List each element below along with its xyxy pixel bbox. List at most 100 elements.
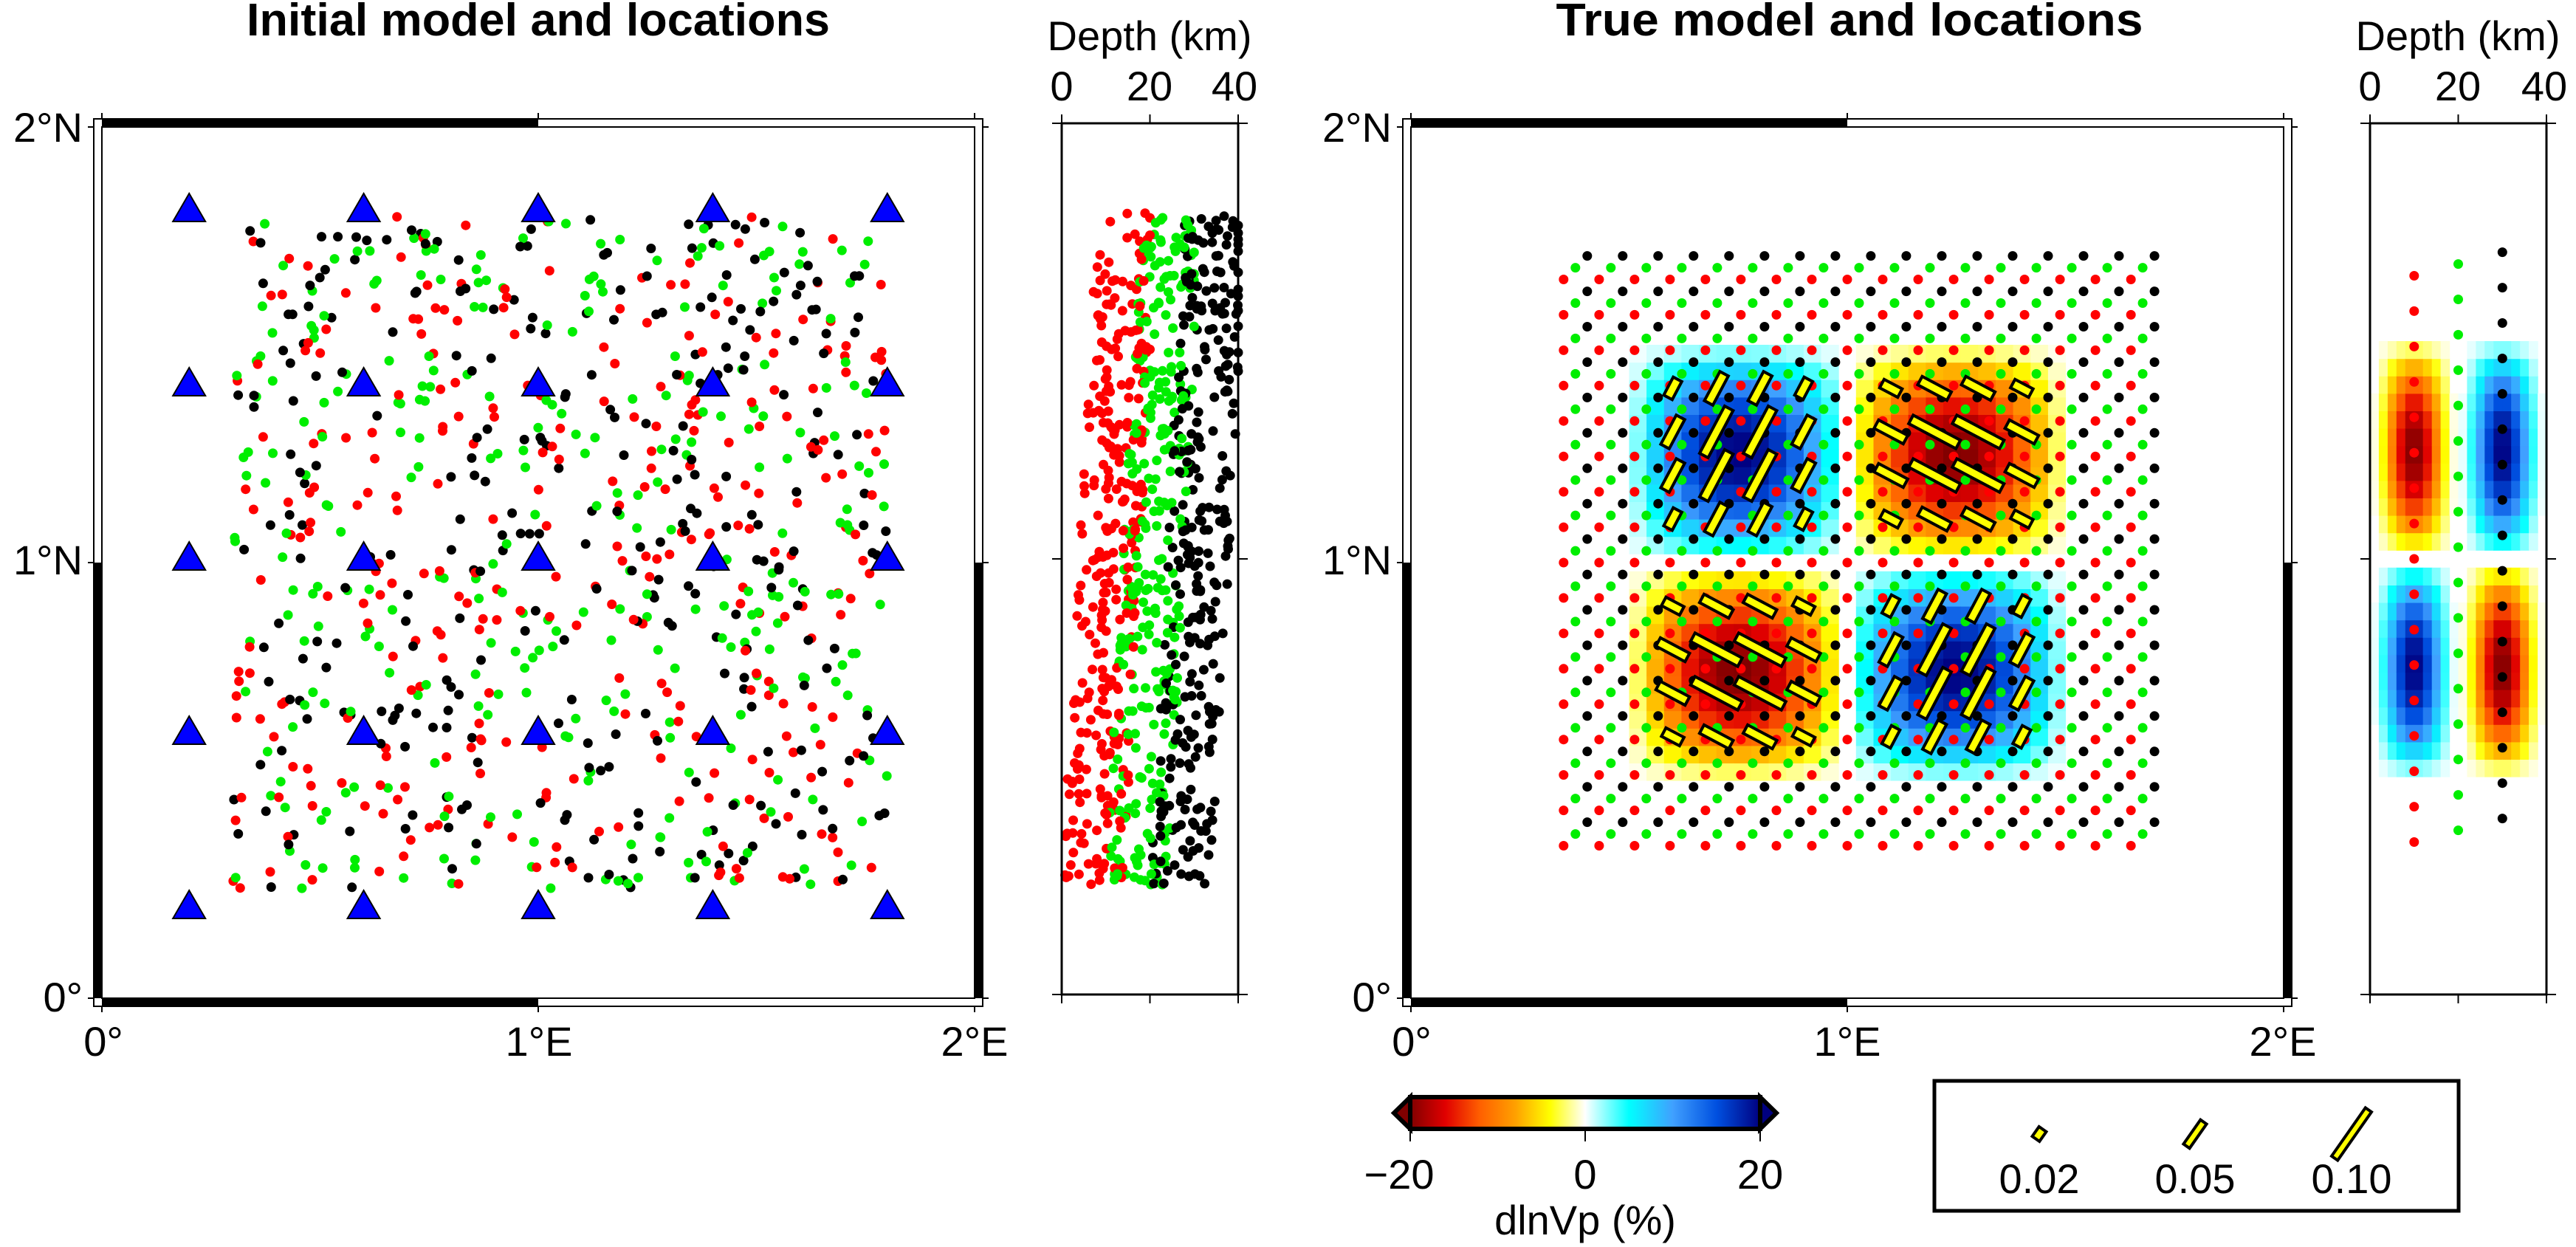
grid-event-point — [1830, 251, 1841, 261]
event-point — [772, 286, 781, 296]
station-triangle-icon — [870, 192, 905, 222]
event-point — [470, 855, 481, 865]
grid-event-point — [2102, 298, 2112, 308]
event-point — [695, 302, 706, 312]
depth-model-cell — [2484, 707, 2494, 725]
event-point — [730, 219, 741, 230]
event-point — [707, 292, 717, 303]
grid-event-point — [1901, 322, 1912, 331]
left-lat-tick-0: 0° — [43, 974, 83, 1020]
event-point — [789, 577, 798, 588]
grid-event-point — [1689, 427, 1699, 438]
depth-event-point — [1203, 221, 1214, 232]
depth-model-cell — [2502, 759, 2512, 777]
depth-event-point — [1198, 264, 1208, 274]
depth-model-cell — [2378, 741, 2388, 760]
depth-event-point — [1104, 568, 1113, 578]
event-point — [758, 556, 769, 566]
depth-event-point — [1128, 642, 1138, 652]
grid-event-point — [1854, 510, 1864, 521]
grid-event-point — [2126, 416, 2136, 426]
depth-event-point — [1158, 213, 1168, 223]
grid-event-point — [1795, 357, 1805, 367]
event-point — [285, 694, 295, 704]
depth-model-cell — [2529, 637, 2538, 656]
depth-model-cell — [2529, 672, 2538, 690]
event-point — [741, 480, 751, 490]
grid-event-point — [2090, 841, 2101, 851]
depth-event-point — [1159, 444, 1169, 455]
grid-event-point — [2055, 699, 2065, 710]
event-point — [367, 427, 377, 438]
depth-event-point — [1205, 707, 1215, 717]
grid-event-point — [1653, 427, 1663, 438]
depth-event-point — [1155, 756, 1166, 766]
grid-event-point — [1925, 758, 1935, 769]
depth-grid-event-point — [2497, 495, 2507, 505]
anisotropy-bar — [1915, 374, 1954, 402]
grid-event-point — [1559, 770, 1569, 780]
depth-event-point — [1113, 754, 1123, 764]
grid-event-point — [2126, 664, 2136, 674]
grid-event-point — [1618, 676, 1628, 686]
grid-event-point — [1807, 664, 1817, 674]
event-point — [841, 367, 851, 377]
event-point — [684, 371, 694, 381]
event-point — [230, 532, 240, 543]
depth-event-point — [1122, 574, 1133, 585]
station-triangle-icon — [695, 889, 731, 919]
depth-event-point — [1122, 208, 1133, 219]
event-point — [388, 715, 398, 725]
depth-event-point — [1118, 526, 1128, 536]
grid-event-point — [1759, 286, 1770, 297]
grid-event-point — [2043, 357, 2053, 367]
grid-event-point — [1736, 309, 1746, 320]
event-point — [736, 303, 746, 314]
model-cell — [1873, 710, 1892, 729]
depth-model-cell — [2493, 515, 2503, 534]
right-frame-bottom-bar — [1411, 998, 1847, 1006]
event-point — [798, 672, 808, 682]
grid-event-point — [1830, 817, 1841, 828]
grid-event-point — [2126, 735, 2136, 745]
grid-event-point — [1594, 664, 1604, 674]
depth-model-cell — [2511, 690, 2521, 708]
anisotropy-bar — [1732, 674, 1788, 712]
event-point — [400, 824, 411, 834]
depth-event-point — [1210, 597, 1220, 607]
event-point — [552, 626, 561, 636]
depth-model-cell — [2422, 637, 2433, 656]
event-point — [501, 539, 512, 549]
depth-model-cell — [2396, 567, 2406, 585]
event-point — [317, 232, 326, 242]
depth-model-cell — [2396, 445, 2406, 464]
event-point — [710, 768, 720, 778]
depth-model-cell — [2467, 602, 2476, 621]
depth-event-point — [1128, 588, 1138, 598]
depth-event-point — [1098, 673, 1108, 683]
depth-event-point — [1176, 360, 1186, 371]
event-point — [626, 839, 636, 850]
event-point — [642, 589, 652, 600]
depth-model-cell — [2422, 585, 2433, 603]
grid-event-point — [1913, 770, 1923, 780]
depth-event-point — [1146, 752, 1156, 762]
depth-model-cell — [2484, 724, 2494, 743]
event-point — [320, 264, 330, 275]
depth-model-cell — [2449, 619, 2459, 638]
event-point — [474, 625, 484, 635]
depth-event-point — [1175, 348, 1185, 357]
right-lat-tick-2n: 2°N — [1322, 104, 1392, 151]
grid-event-point — [2043, 569, 2053, 580]
grid-event-point — [1748, 794, 1758, 804]
grid-event-point — [1700, 345, 1711, 355]
depth-event-point — [1116, 379, 1127, 390]
grid-event-point — [1629, 628, 1640, 639]
event-point — [283, 610, 293, 620]
depth-event-point — [1083, 859, 1093, 869]
depth-event-point — [1096, 568, 1106, 578]
depth-event-point — [1194, 473, 1204, 483]
depth-model-cell — [2431, 358, 2442, 377]
depth-event-point — [1102, 372, 1112, 382]
depth-model-cell — [2476, 532, 2485, 551]
